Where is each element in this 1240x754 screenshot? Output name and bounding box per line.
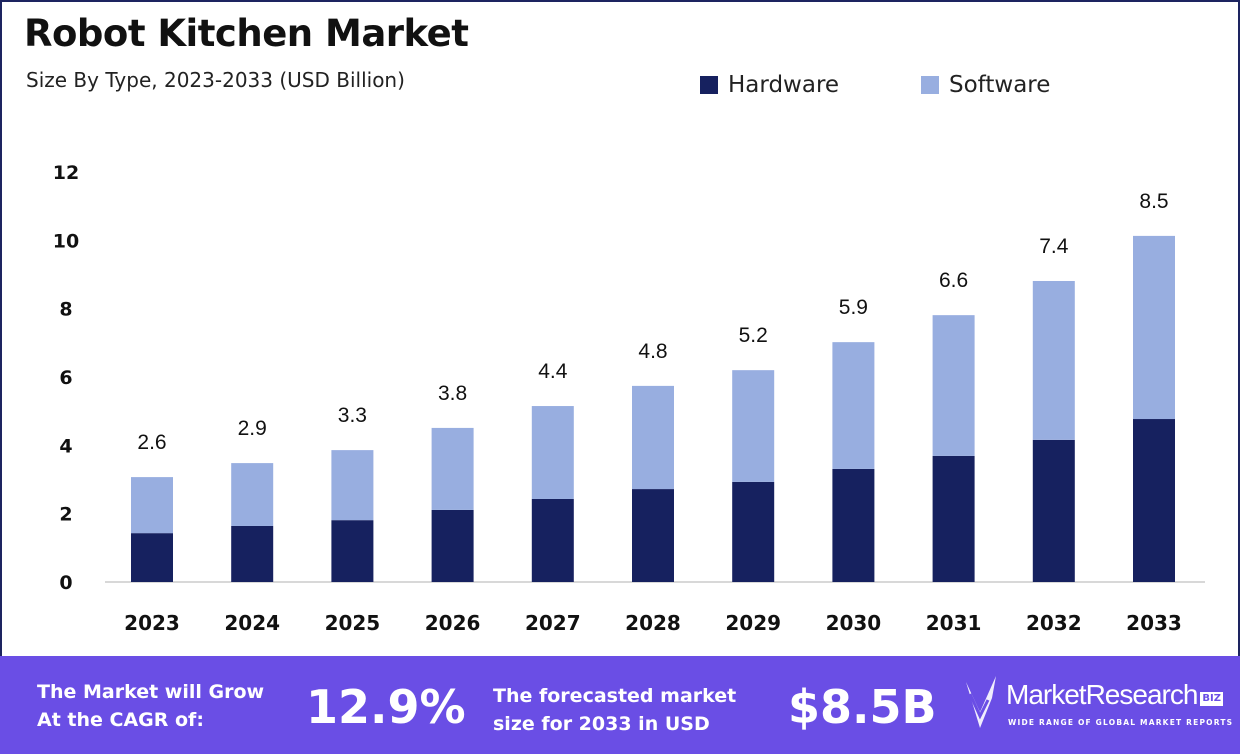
x-tick-label-2025: 2025 bbox=[325, 611, 381, 635]
bar-hardware-2026 bbox=[431, 509, 474, 582]
forecast-label-line1: The forecasted market bbox=[493, 685, 737, 707]
bar-software-2023 bbox=[131, 477, 173, 534]
bar-hardware-2031 bbox=[932, 455, 975, 582]
data-label-2028: 4.8 bbox=[638, 340, 667, 363]
bar-hardware-2024 bbox=[231, 525, 274, 582]
bar-software-2030 bbox=[832, 342, 875, 469]
x-tick-label-2031: 2031 bbox=[926, 611, 982, 635]
logo-badge: BIZ bbox=[1200, 692, 1223, 706]
footer-banner: The Market will Grow At the CAGR of: 12.… bbox=[0, 656, 1240, 754]
legend-swatch-hardware bbox=[700, 76, 718, 94]
bar-software-2033 bbox=[1133, 235, 1175, 420]
cagr-label-line2: At the CAGR of: bbox=[37, 709, 204, 731]
y-tick-label: 4 bbox=[59, 435, 72, 457]
y-tick-label: 8 bbox=[59, 299, 72, 321]
forecast-label-line2: size for 2033 in USD bbox=[493, 713, 710, 735]
cagr-label-line1: The Market will Grow bbox=[37, 681, 265, 703]
x-tick-label-2026: 2026 bbox=[425, 611, 481, 635]
legend-label-hardware: Hardware bbox=[728, 72, 840, 98]
y-tick-label: 10 bbox=[53, 230, 79, 252]
bar-software-2025 bbox=[331, 450, 374, 521]
y-tick-label: 12 bbox=[53, 162, 79, 184]
bar-software-2028 bbox=[632, 385, 674, 490]
legend-hardware: Hardware bbox=[700, 72, 839, 98]
data-label-2033: 8.5 bbox=[1139, 190, 1168, 213]
data-label-2032: 7.4 bbox=[1039, 235, 1069, 258]
cagr-value: 12.9% bbox=[306, 680, 466, 734]
forecast-value: $8.5B bbox=[788, 680, 937, 734]
legend-label-software: Software bbox=[949, 72, 1051, 98]
bar-hardware-2032 bbox=[1032, 439, 1075, 582]
cagr-label: The Market will Grow At the CAGR of: bbox=[37, 678, 264, 734]
data-label-2027: 4.4 bbox=[538, 360, 568, 383]
data-label-2026: 3.8 bbox=[438, 382, 467, 405]
data-label-2029: 5.2 bbox=[739, 324, 768, 347]
x-tick-label-2024: 2024 bbox=[224, 611, 280, 635]
logo-check-icon bbox=[966, 676, 996, 728]
x-tick-label-2029: 2029 bbox=[725, 611, 781, 635]
bar-hardware-2033 bbox=[1133, 419, 1175, 582]
x-tick-label-2032: 2032 bbox=[1026, 611, 1082, 635]
y-tick-label: 6 bbox=[59, 367, 72, 389]
logo-text: MarketResearch bbox=[1006, 679, 1198, 710]
forecast-label: The forecasted market size for 2033 in U… bbox=[493, 682, 736, 738]
chart-title: Robot Kitchen Market bbox=[24, 12, 469, 55]
bar-hardware-2023 bbox=[131, 533, 173, 582]
bar-software-2026 bbox=[431, 427, 474, 510]
logo-tagline: WIDE RANGE OF GLOBAL MARKET REPORTS bbox=[1008, 718, 1234, 727]
bar-hardware-2029 bbox=[732, 481, 775, 582]
bar-hardware-2030 bbox=[832, 468, 875, 582]
bar-software-2031 bbox=[932, 315, 975, 456]
bar-software-2024 bbox=[231, 463, 274, 526]
x-tick-label-2033: 2033 bbox=[1126, 611, 1182, 635]
chart-subtitle: Size By Type, 2023-2033 (USD Billion) bbox=[26, 68, 405, 92]
bar-hardware-2027 bbox=[531, 498, 574, 582]
bar-software-2029 bbox=[732, 370, 775, 482]
y-tick-label: 0 bbox=[59, 572, 72, 594]
legend-software: Software bbox=[921, 72, 1050, 98]
data-label-2031: 6.6 bbox=[939, 269, 968, 292]
bar-software-2027 bbox=[531, 406, 574, 499]
data-label-2023: 2.6 bbox=[137, 431, 166, 454]
x-tick-label-2027: 2027 bbox=[525, 611, 581, 635]
bar-hardware-2028 bbox=[632, 489, 674, 582]
data-label-2025: 3.3 bbox=[338, 404, 367, 427]
y-tick-label: 2 bbox=[59, 504, 72, 526]
data-label-2030: 5.9 bbox=[839, 296, 868, 319]
legend-swatch-software bbox=[921, 76, 939, 94]
logo-wordmark: MarketResearch BIZ bbox=[1006, 678, 1223, 712]
stacked-bar-chart: 0 2 4 6 8 10 12 2.6 2023 2.9 2024 3.3 2025 3.8 2026 4.4… bbox=[53, 162, 1205, 635]
x-tick-label-2030: 2030 bbox=[826, 611, 882, 635]
x-tick-label-2028: 2028 bbox=[625, 611, 681, 635]
bar-software-2032 bbox=[1032, 280, 1075, 440]
bar-hardware-2025 bbox=[331, 520, 374, 582]
data-label-2024: 2.9 bbox=[238, 417, 267, 440]
x-tick-label-2023: 2023 bbox=[124, 611, 180, 635]
